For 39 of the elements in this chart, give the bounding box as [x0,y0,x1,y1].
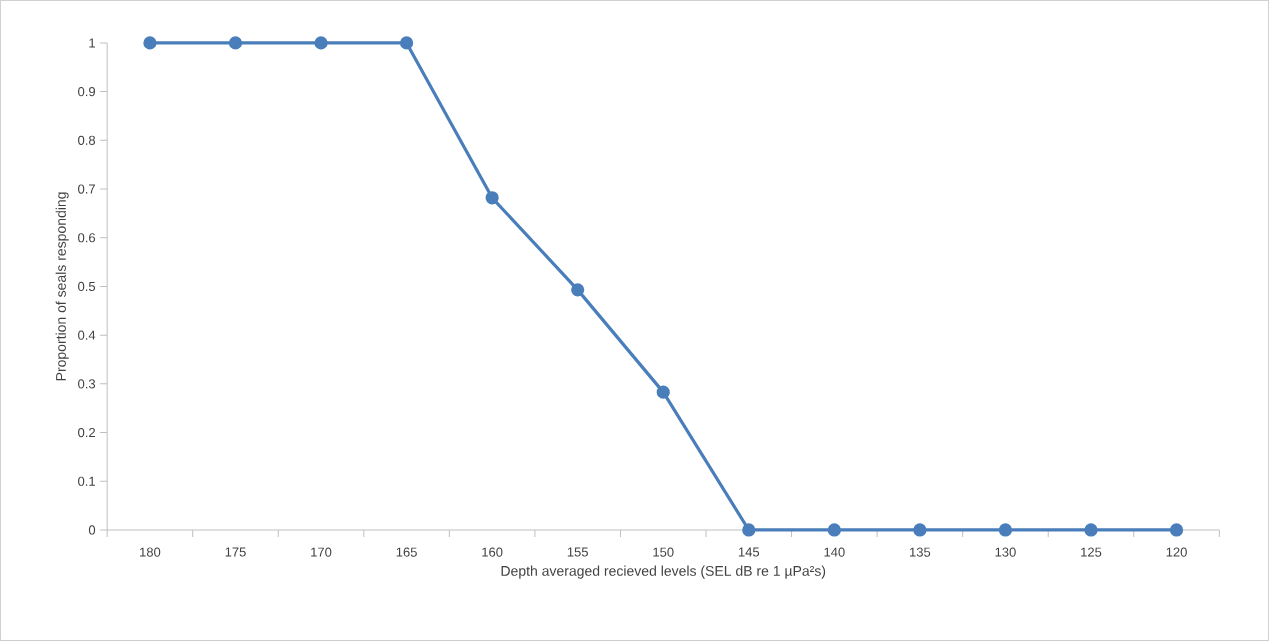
x-tick-label: 130 [995,547,1016,557]
y-axis-title: Proportion of seals responding [55,192,69,381]
y-tick-label: 0.8 [78,135,96,145]
x-tick-label: 145 [738,547,760,557]
point [913,523,927,537]
point [228,36,243,50]
x-tick-label: 175 [225,547,246,557]
x-tick-label: 180 [140,547,161,557]
x-tick-label: 165 [396,547,417,557]
x-tick-label: 160 [482,547,503,557]
y-tick-label: 0.7 [78,184,95,194]
x-tick-label: 135 [910,547,931,557]
y-tick-label: 0.1 [78,476,95,486]
point [1169,523,1184,537]
point [314,36,328,50]
x-tick-label: 120 [1166,547,1187,557]
point [571,283,585,297]
x-tick-label: 150 [653,547,674,557]
point [143,36,157,50]
x-tick-label: 125 [1081,547,1102,557]
x-tick-label: 155 [567,547,588,557]
y-tick-label: 0.6 [78,233,96,243]
x-tick-label: 170 [311,547,332,557]
x-axis-title: Depth averaged recieved levels (SEL dB re 1 µPa²s) [501,565,826,579]
y-tick-label: 0 [88,525,96,535]
y-tick-label: 0.4 [78,330,96,340]
y-tick-label: 0.5 [78,281,96,292]
y-tick-label: 0.9 [78,87,96,97]
point [656,385,670,399]
y-tick-label: 0.2 [78,428,95,438]
y-tick-label: 0.3 [78,379,96,389]
y-tick-label: 1 [89,38,95,48]
point [399,36,414,50]
point [742,523,756,537]
point [1084,523,1098,537]
x-tick-label: 140 [824,547,845,557]
point [827,523,841,537]
point [485,191,499,205]
point [998,523,1013,537]
